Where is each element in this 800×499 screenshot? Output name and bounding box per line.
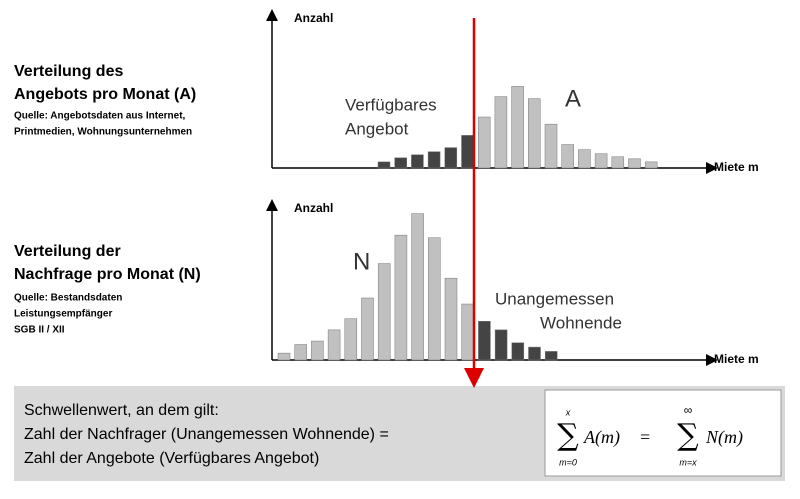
bar bbox=[594, 153, 608, 169]
annotation: Verfügbares bbox=[345, 95, 437, 114]
source-note: Printmedien, Wohnungsunternehmen bbox=[14, 127, 192, 138]
bar bbox=[528, 98, 541, 169]
bar bbox=[361, 297, 374, 361]
formula-limit: x bbox=[565, 407, 571, 417]
source-note: Quelle: Bestandsdaten bbox=[14, 293, 122, 304]
bar bbox=[377, 161, 391, 169]
bar bbox=[544, 351, 558, 361]
bar bbox=[578, 149, 591, 169]
annotation: N bbox=[353, 248, 370, 275]
formula-equals: = bbox=[640, 427, 650, 447]
bar bbox=[644, 161, 658, 169]
bar bbox=[511, 342, 525, 361]
source-note: Quelle: Angebotsdaten aus Internet, bbox=[14, 111, 186, 122]
formula-term: A(m) bbox=[583, 427, 620, 448]
bar bbox=[611, 156, 625, 169]
formula-sum: ∑ bbox=[677, 418, 699, 453]
bar bbox=[411, 213, 424, 361]
footer-text: Zahl der Angebote (Verfügbares Angebot) bbox=[24, 450, 319, 467]
formula-sum: ∑ bbox=[557, 418, 579, 453]
bar bbox=[327, 329, 341, 361]
bar bbox=[394, 157, 407, 169]
source-note: SGB II / XII bbox=[14, 325, 65, 336]
bar bbox=[344, 318, 358, 361]
bar bbox=[411, 154, 424, 169]
footer-text: Schwellenwert, an dem gilt: bbox=[24, 402, 219, 419]
bar bbox=[544, 123, 558, 169]
bar bbox=[528, 346, 541, 361]
bar bbox=[494, 96, 508, 169]
bar bbox=[277, 352, 291, 361]
bar bbox=[444, 277, 458, 361]
y-axis-label: Anzahl bbox=[294, 201, 333, 215]
chart-title: Angebots pro Monat (A) bbox=[14, 86, 196, 103]
source-note: Leistungsempfänger bbox=[14, 309, 112, 320]
annotation: Wohnende bbox=[540, 313, 622, 332]
bar bbox=[494, 329, 508, 361]
bar bbox=[444, 147, 458, 169]
bar bbox=[511, 86, 524, 169]
formula-box bbox=[544, 389, 782, 477]
formula-limit: m=0 bbox=[559, 457, 577, 467]
annotation: A bbox=[565, 85, 581, 112]
annotation: Unangemessen bbox=[495, 289, 614, 308]
chart-title: Verteilung des bbox=[14, 63, 123, 80]
bar bbox=[377, 263, 391, 361]
bar bbox=[428, 237, 441, 361]
formula-limit: m=x bbox=[679, 457, 697, 467]
formula-limit: ∞ bbox=[684, 403, 693, 417]
footer-text: Zahl der Nachfrager (Unangemessen Wohnen… bbox=[24, 426, 389, 443]
y-axis-label: Anzahl bbox=[294, 11, 333, 25]
bar bbox=[478, 321, 491, 361]
bar bbox=[628, 158, 641, 169]
bar bbox=[561, 144, 574, 169]
x-axis-label: Miete m bbox=[714, 160, 759, 174]
bar bbox=[461, 303, 474, 361]
bar bbox=[477, 116, 491, 169]
bar bbox=[427, 151, 441, 169]
bar bbox=[394, 234, 408, 361]
bar bbox=[294, 344, 307, 361]
x-axis-label: Miete m bbox=[714, 352, 759, 366]
chart-title: Verteilung der bbox=[14, 243, 121, 260]
formula-term: N(m) bbox=[705, 427, 743, 448]
chart-title: Nachfrage pro Monat (N) bbox=[14, 266, 201, 283]
bar bbox=[461, 135, 474, 169]
annotation: Angebot bbox=[345, 119, 409, 138]
bar bbox=[311, 340, 324, 361]
